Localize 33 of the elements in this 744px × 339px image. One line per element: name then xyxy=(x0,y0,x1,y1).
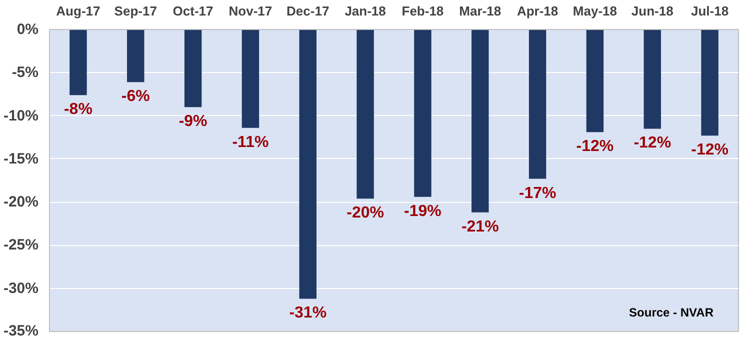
y-tick-label: 0% xyxy=(16,21,39,38)
y-tick-label: -30% xyxy=(3,280,39,297)
data-label: -11% xyxy=(232,134,269,151)
y-tick-label: -25% xyxy=(3,236,39,254)
data-label: -17% xyxy=(518,184,556,202)
x-tick-label: Jan-18 xyxy=(344,4,386,18)
x-tick-label: Aug-17 xyxy=(56,4,100,18)
x-tick-label: Oct-17 xyxy=(172,4,214,18)
y-tick-label: -35% xyxy=(3,322,39,339)
y-tick-label: -20% xyxy=(3,194,39,211)
x-tick-label: Feb-18 xyxy=(402,4,444,18)
data-label: -9% xyxy=(178,113,208,130)
x-tick-label: Jun-18 xyxy=(631,4,674,18)
data-label: -12% xyxy=(634,134,672,152)
y-tick-label: -15% xyxy=(3,150,39,168)
data-label: -12% xyxy=(691,142,728,159)
data-label: -20% xyxy=(346,204,384,222)
data-label: -19% xyxy=(404,202,442,220)
y-tick-label: -5% xyxy=(12,64,39,82)
x-tick-label: Mar-18 xyxy=(459,4,502,18)
x-tick-label: Jul-18 xyxy=(691,4,729,18)
annotation: Source - NVAR xyxy=(629,306,714,320)
data-label: -21% xyxy=(461,218,499,236)
y-tick-label: -10% xyxy=(3,107,39,124)
x-tick-label: Sep-17 xyxy=(114,4,157,18)
data-label: -12% xyxy=(576,138,614,156)
data-label: -8% xyxy=(64,101,92,118)
x-tick-label: Dec-17 xyxy=(286,4,330,18)
x-tick-label: Apr-18 xyxy=(516,4,558,18)
x-tick-label: Nov-17 xyxy=(228,4,272,18)
x-tick-label: May-18 xyxy=(572,4,617,18)
data-label: -6% xyxy=(121,88,150,106)
data-label: -31% xyxy=(289,304,327,322)
